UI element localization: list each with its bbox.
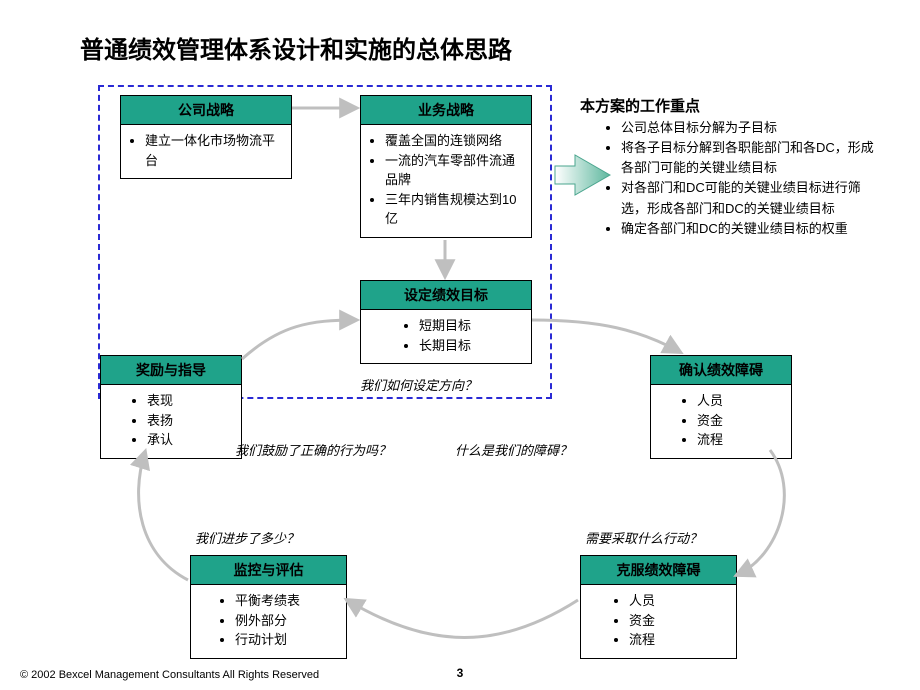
box-overcome-barrier-item: 流程 bbox=[629, 630, 726, 650]
box-overcome-barrier-header: 克服绩效障碍 bbox=[581, 556, 736, 585]
box-company-strategy-header: 公司战略 bbox=[121, 96, 291, 125]
side-panel-item: 对各部门和DC可能的关键业绩目标进行筛选，形成各部门和DC的关键业绩目标 bbox=[621, 178, 885, 218]
side-panel-item: 将各子目标分解到各职能部门和各DC，形成各部门可能的关键业绩目标 bbox=[621, 138, 885, 178]
focus-arrow-icon bbox=[555, 155, 610, 195]
caption-set-direction: 我们如何设定方向？ bbox=[360, 375, 477, 394]
box-overcome-barrier-item: 资金 bbox=[629, 611, 726, 631]
footer-copyright: © 2002 Bexcel Management Consultants All… bbox=[20, 669, 319, 682]
caption-monitor: 我们进步了多少？ bbox=[195, 528, 299, 547]
box-company-strategy-item: 建立一体化市场物流平台 bbox=[145, 131, 281, 170]
box-reward-guide: 奖励与指导 表现 表扬 承认 bbox=[100, 355, 242, 459]
box-monitor-eval: 监控与评估 平衡考绩表 例外部分 行动计划 bbox=[190, 555, 347, 659]
box-set-goal-item: 短期目标 bbox=[419, 316, 521, 336]
box-reward-guide-item: 承认 bbox=[147, 430, 231, 450]
box-overcome-barrier: 克服绩效障碍 人员 资金 流程 bbox=[580, 555, 737, 659]
box-business-strategy: 业务战略 覆盖全国的连锁网络 一流的汽车零部件流通品牌 三年内销售规模达到10亿 bbox=[360, 95, 532, 238]
box-reward-guide-item: 表现 bbox=[147, 391, 231, 411]
box-identify-barrier-item: 流程 bbox=[697, 430, 781, 450]
box-company-strategy: 公司战略 建立一体化市场物流平台 bbox=[120, 95, 292, 179]
box-monitor-eval-item: 例外部分 bbox=[235, 611, 336, 631]
side-panel-item: 公司总体目标分解为子目标 bbox=[621, 118, 885, 138]
page-title: 普通绩效管理体系设计和实施的总体思路 bbox=[80, 30, 512, 65]
box-monitor-eval-item: 平衡考绩表 bbox=[235, 591, 336, 611]
box-business-strategy-item: 三年内销售规模达到10亿 bbox=[385, 190, 521, 229]
box-business-strategy-header: 业务战略 bbox=[361, 96, 531, 125]
box-business-strategy-item: 覆盖全国的连锁网络 bbox=[385, 131, 521, 151]
caption-action: 需要采取什么行动？ bbox=[585, 528, 702, 547]
box-overcome-barrier-item: 人员 bbox=[629, 591, 726, 611]
side-panel-item: 确定各部门和DC的关键业绩目标的权重 bbox=[621, 219, 885, 239]
box-identify-barrier-item: 资金 bbox=[697, 411, 781, 431]
caption-barrier: 什么是我们的障碍？ bbox=[455, 440, 572, 459]
caption-reward: 我们鼓励了正确的行为吗？ bbox=[235, 440, 391, 459]
box-identify-barrier-header: 确认绩效障碍 bbox=[651, 356, 791, 385]
side-panel-list: 公司总体目标分解为子目标 将各子目标分解到各职能部门和各DC，形成各部门可能的关… bbox=[605, 118, 885, 239]
box-monitor-eval-item: 行动计划 bbox=[235, 630, 336, 650]
side-panel-title: 本方案的工作重点 bbox=[580, 95, 700, 116]
box-identify-barrier-item: 人员 bbox=[697, 391, 781, 411]
box-identify-barrier: 确认绩效障碍 人员 资金 流程 bbox=[650, 355, 792, 459]
page-number: 3 bbox=[457, 666, 464, 680]
box-reward-guide-header: 奖励与指导 bbox=[101, 356, 241, 385]
box-set-goal-item: 长期目标 bbox=[419, 336, 521, 356]
box-set-goal-header: 设定绩效目标 bbox=[361, 281, 531, 310]
box-monitor-eval-header: 监控与评估 bbox=[191, 556, 346, 585]
box-reward-guide-item: 表扬 bbox=[147, 411, 231, 431]
box-business-strategy-item: 一流的汽车零部件流通品牌 bbox=[385, 151, 521, 190]
box-set-goal: 设定绩效目标 短期目标 长期目标 bbox=[360, 280, 532, 364]
